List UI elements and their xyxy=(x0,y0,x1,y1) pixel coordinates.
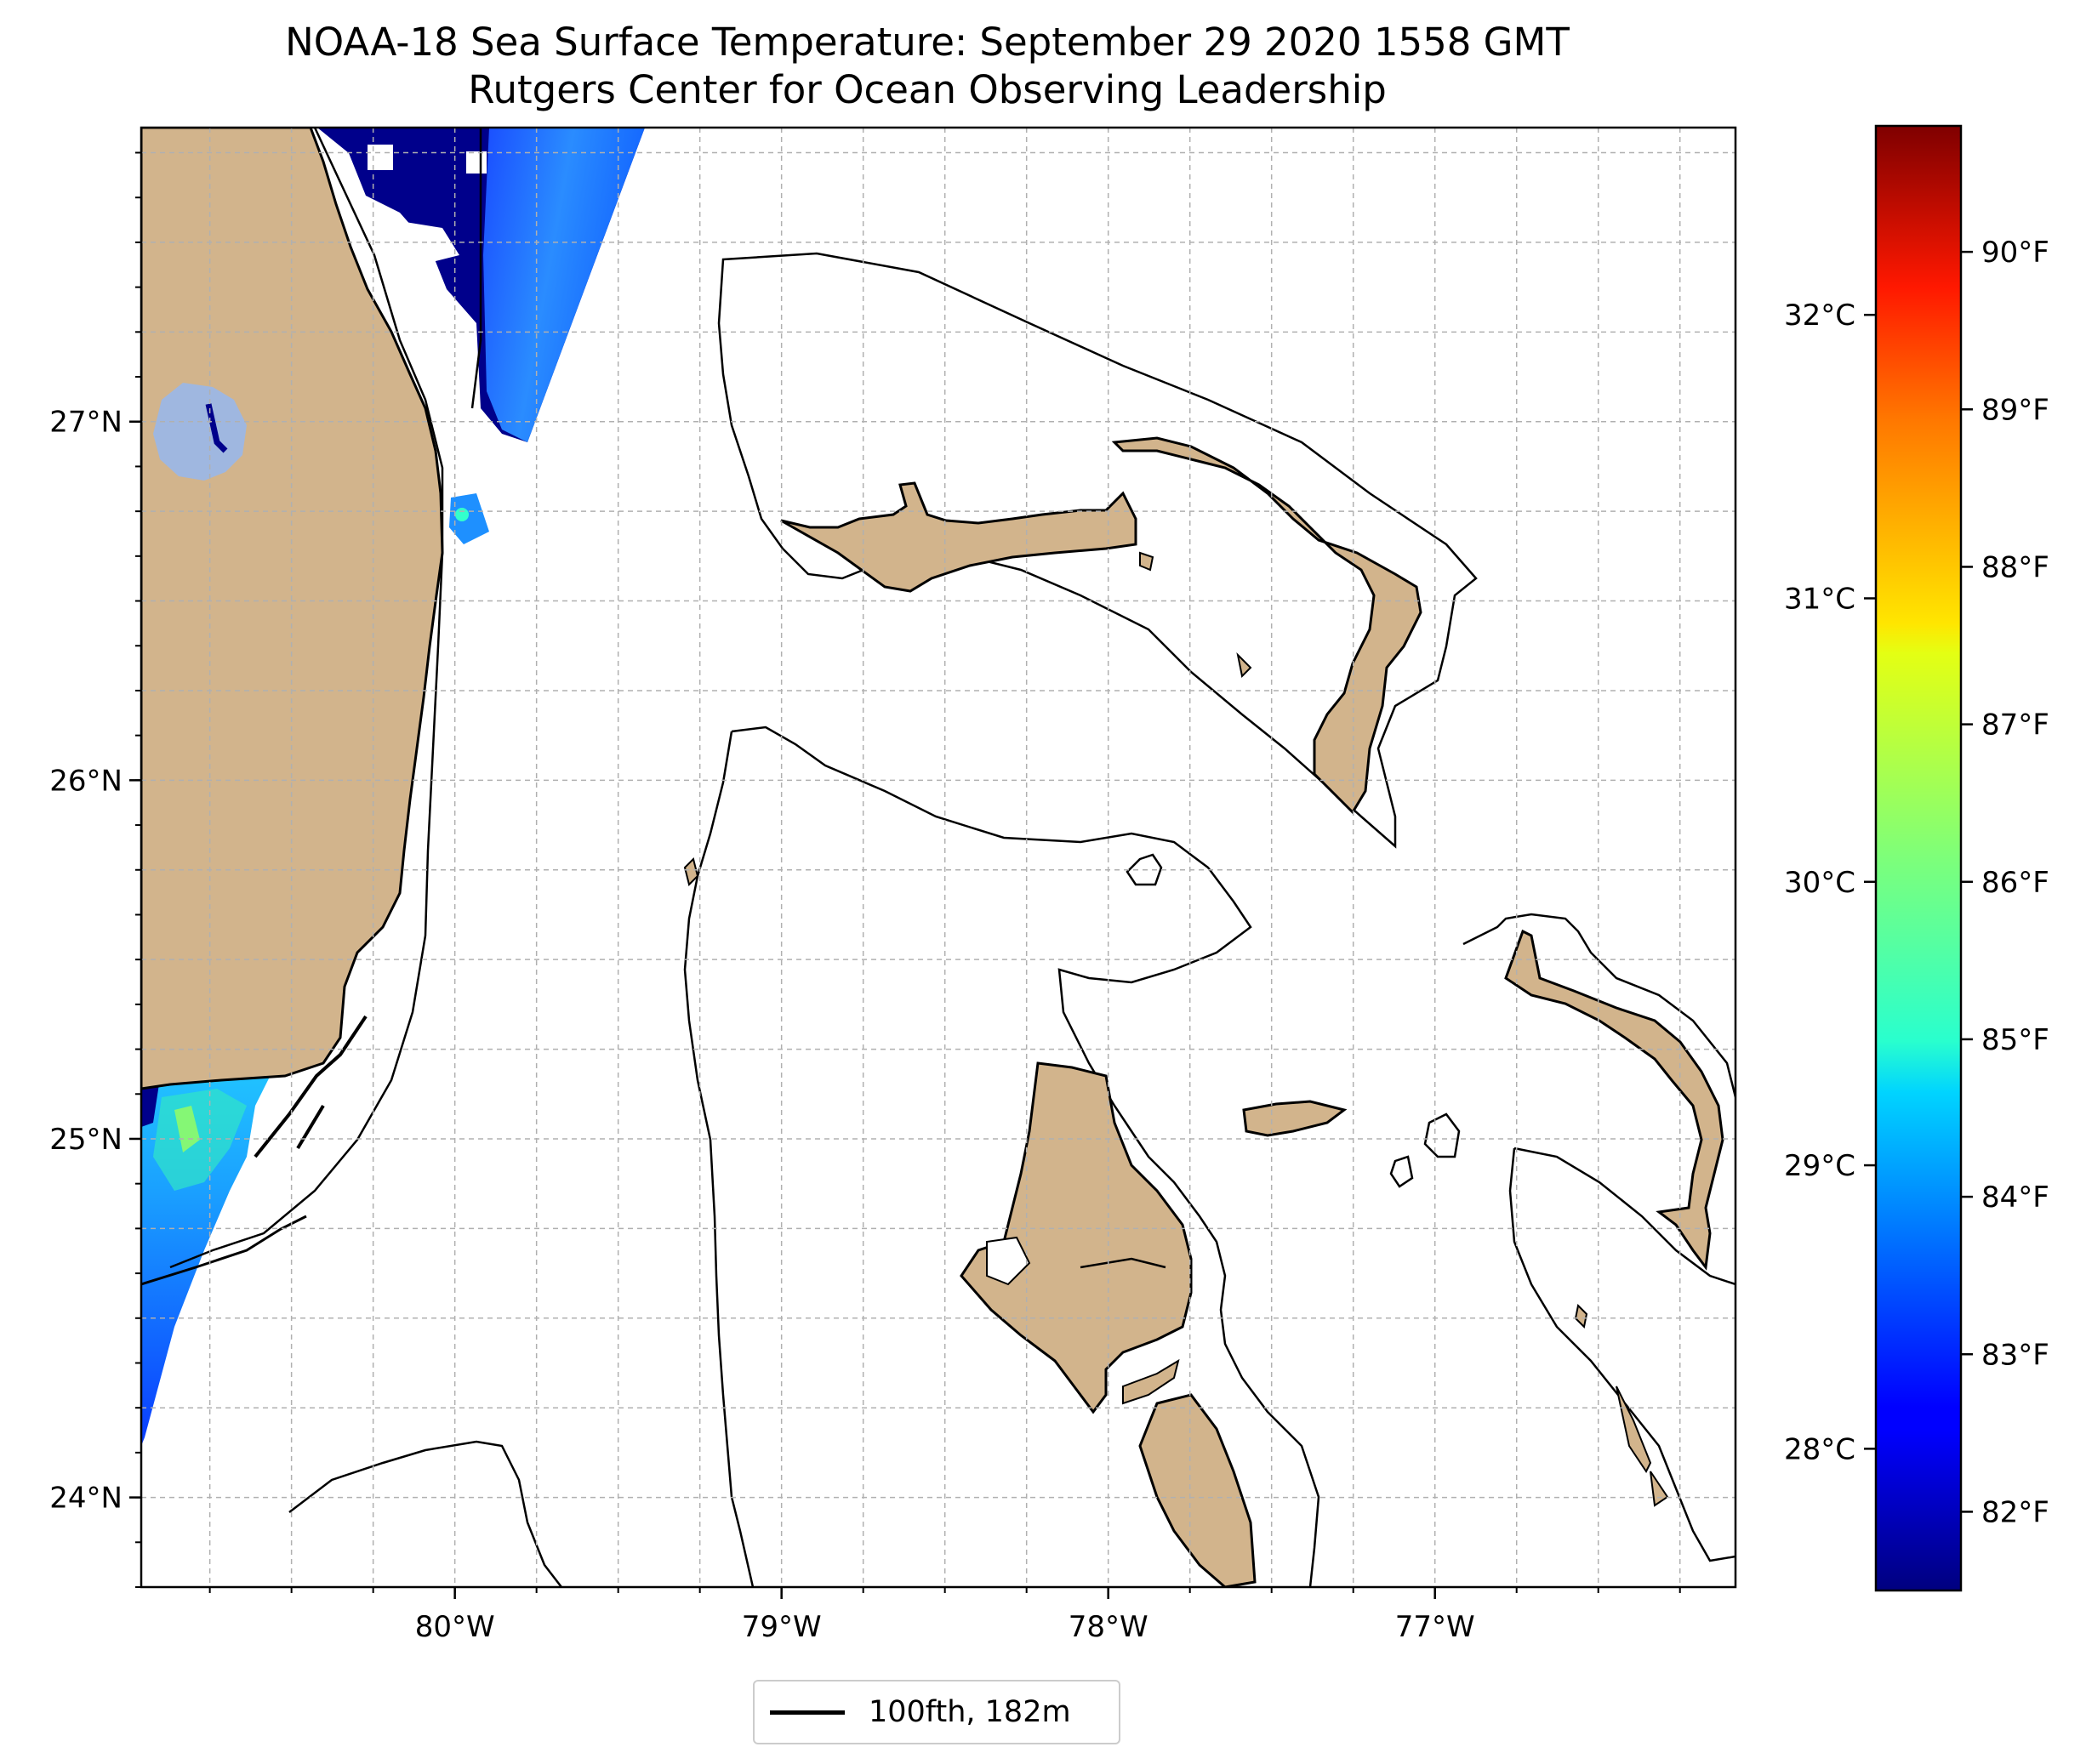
contour-islet xyxy=(1389,1155,1414,1188)
title-line-1: NOAA-18 Sea Surface Temperature: Septemb… xyxy=(285,20,1570,65)
abaco-land xyxy=(1111,436,1422,815)
colorbar-c-label: 31°C xyxy=(1784,582,1855,616)
lon-tick-label: 80°W xyxy=(415,1610,495,1644)
bimini-land xyxy=(683,857,699,886)
andros-south-land xyxy=(1138,1393,1257,1587)
map-frame xyxy=(140,126,1737,1589)
map-gridlines xyxy=(141,128,1735,1587)
andros-channel xyxy=(1080,1257,1166,1269)
legend-contour-line xyxy=(770,1710,845,1715)
lon-tick-label: 77°W xyxy=(1395,1610,1475,1644)
islet xyxy=(1236,652,1252,679)
colorbar-f-label: 88°F xyxy=(1981,550,2049,584)
contour-islet xyxy=(1423,1112,1461,1158)
swath-gap xyxy=(466,151,487,174)
colorbar-f-label: 89°F xyxy=(1981,393,2049,427)
berry-islands-land xyxy=(1242,1100,1348,1137)
colorbar-f-label: 85°F xyxy=(1981,1023,2049,1057)
islet xyxy=(1650,1471,1669,1507)
contour-great-bahama-bank xyxy=(731,726,1320,1587)
colorbar-f-label: 86°F xyxy=(1981,866,2049,900)
colorbar-c-label: 32°C xyxy=(1784,299,1855,333)
lon-tick-label: 79°W xyxy=(742,1610,822,1644)
lake-okeechobee xyxy=(153,383,247,481)
colorbar-ticks: 82°F 83°F 84°F 85°F 86°F 87°F 88°F 89°F 90°F 28°C… xyxy=(1784,236,2049,1529)
andros-land xyxy=(960,1061,1193,1414)
sst-swath-north-bright xyxy=(483,128,645,442)
colorbar-f-label: 83°F xyxy=(1981,1338,2049,1372)
contour-florida xyxy=(169,128,444,1269)
colorbar xyxy=(1874,124,1963,1592)
sst-warm-spot xyxy=(174,1106,200,1152)
sst-cool-area xyxy=(141,1078,160,1127)
islet xyxy=(1574,1303,1588,1329)
grand-bahama-land xyxy=(780,481,1137,593)
islet xyxy=(1139,551,1154,572)
colorbar-c-label: 29°C xyxy=(1784,1149,1855,1183)
title-line-2: Rutgers Center for Ocean Observing Leade… xyxy=(468,67,1387,112)
lake-channel xyxy=(205,403,228,453)
colorbar-c-label: 28°C xyxy=(1784,1432,1855,1466)
lon-tick-label: 78°W xyxy=(1069,1610,1148,1644)
colorbar-f-label: 87°F xyxy=(1981,708,2049,743)
sst-patch-coast xyxy=(449,493,489,544)
contour-eleuthera xyxy=(1462,913,1735,1098)
contour-islet xyxy=(1126,853,1163,886)
map-legend: 100fth, 182m xyxy=(753,1680,1120,1744)
lat-tick-label: 26°N xyxy=(49,764,123,798)
florida-keys xyxy=(254,1015,368,1158)
colorbar-f-label: 84°F xyxy=(1981,1181,2049,1215)
eleuthera-land xyxy=(1504,929,1724,1271)
contour-exuma-sound xyxy=(1508,1147,1735,1562)
swath-gap xyxy=(368,145,393,170)
sst-warm-spot xyxy=(455,508,469,521)
colorbar-c-label: 30°C xyxy=(1784,866,1855,900)
swath-gap xyxy=(400,221,459,264)
contour-cay-sal-west xyxy=(683,731,755,1587)
map-title: NOAA-18 Sea Surface Temperature: Septemb… xyxy=(0,19,1855,114)
legend-label: 100fth, 182m xyxy=(869,1695,1071,1729)
colorbar-f-label: 82°F xyxy=(1981,1495,2049,1529)
contour-florida-inner xyxy=(470,128,482,409)
andros-lake xyxy=(986,1236,1031,1286)
colorbar-f-label: 90°F xyxy=(1981,236,2049,270)
islet xyxy=(1122,1358,1180,1405)
lat-tick-label: 24°N xyxy=(49,1482,123,1516)
lat-tick-label: 25°N xyxy=(49,1123,123,1157)
map-axes: 80°W 79°W 78°W 77°W 24°N 25°N 26°N 27°N xyxy=(49,151,1681,1644)
lat-tick-label: 27°N xyxy=(49,406,123,440)
